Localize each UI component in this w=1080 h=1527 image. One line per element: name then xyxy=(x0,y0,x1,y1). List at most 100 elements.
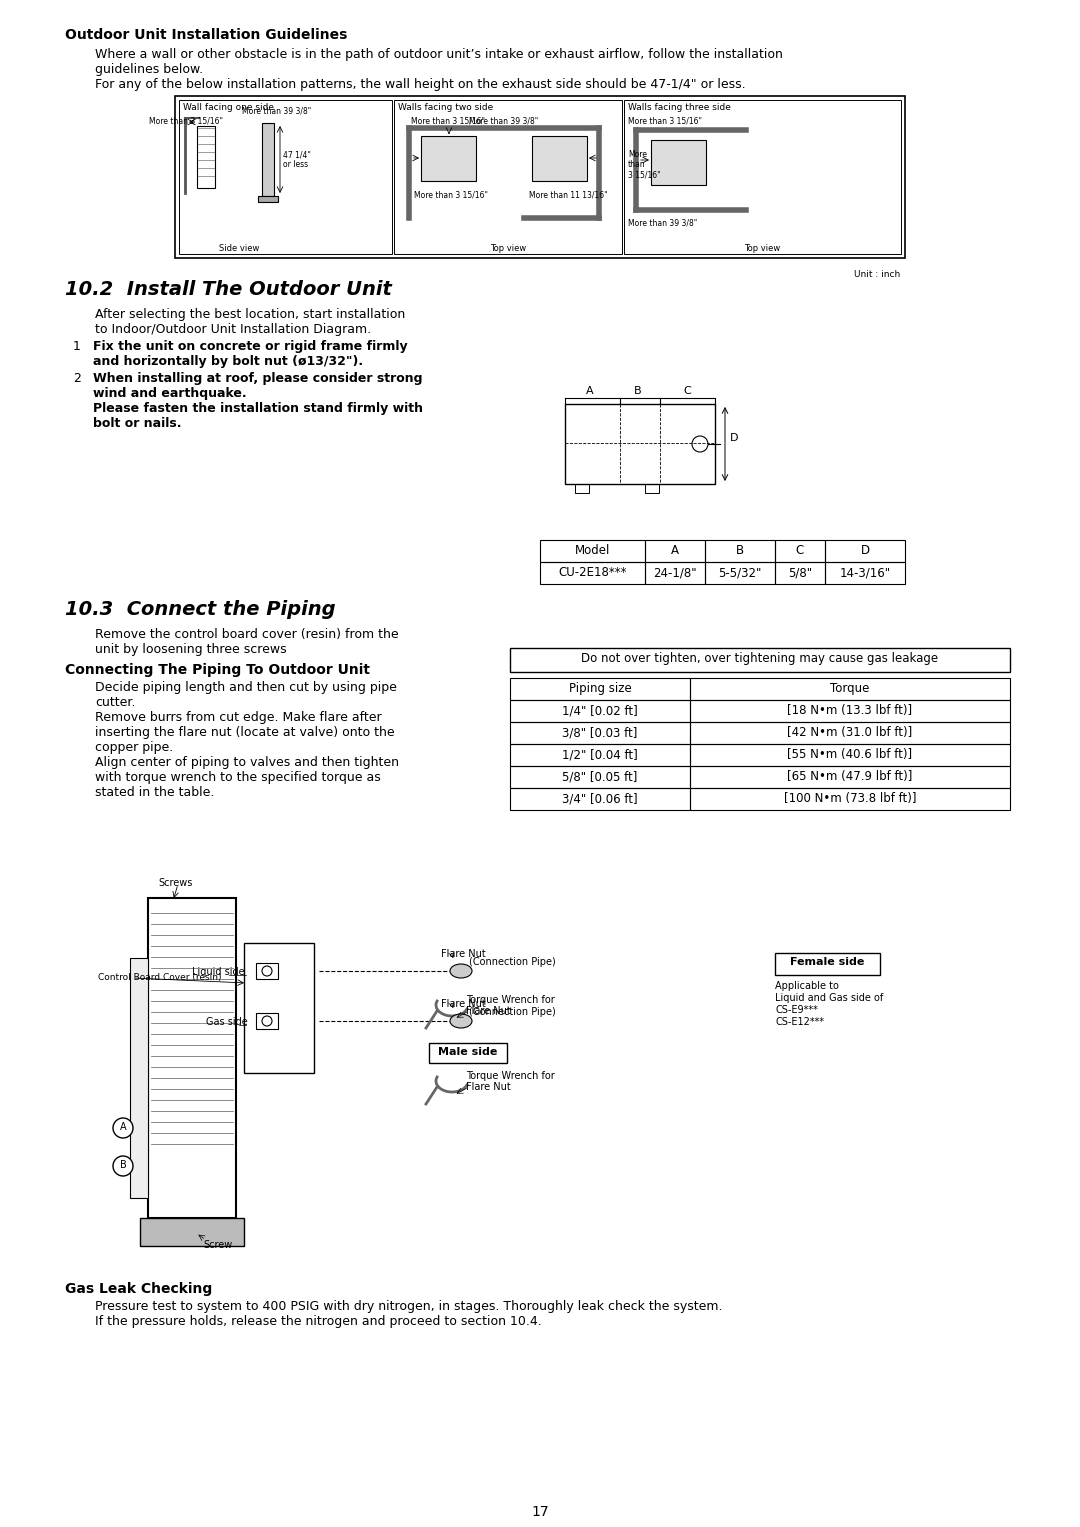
Text: Pressure test to system to 400 PSIG with dry nitrogen, in stages. Thoroughly lea: Pressure test to system to 400 PSIG with… xyxy=(95,1299,723,1313)
Bar xyxy=(645,484,659,493)
Text: After selecting the best location, start installation: After selecting the best location, start… xyxy=(95,308,405,321)
Text: CU-2E18***: CU-2E18*** xyxy=(558,567,626,579)
Ellipse shape xyxy=(450,964,472,977)
Bar xyxy=(690,699,1010,722)
Text: Flare Nut: Flare Nut xyxy=(465,1083,511,1092)
Bar xyxy=(175,96,905,258)
Text: Flare Nut: Flare Nut xyxy=(465,1006,511,1015)
Text: or less: or less xyxy=(283,160,308,169)
Text: 1/4" [0.02 ft]: 1/4" [0.02 ft] xyxy=(562,704,638,718)
Text: 10.3  Connect the Piping: 10.3 Connect the Piping xyxy=(65,600,336,618)
Bar xyxy=(510,647,1010,672)
Text: Applicable to: Applicable to xyxy=(775,980,839,991)
Text: B: B xyxy=(634,386,642,395)
Text: 10.2  Install The Outdoor Unit: 10.2 Install The Outdoor Unit xyxy=(65,279,392,299)
Bar xyxy=(540,541,645,562)
Text: guidelines below.: guidelines below. xyxy=(95,63,203,76)
Bar xyxy=(179,99,392,253)
Text: 14-3/16": 14-3/16" xyxy=(839,567,891,579)
Text: copper pipe.: copper pipe. xyxy=(95,741,173,754)
Bar xyxy=(258,195,278,202)
Text: 5/8" [0.05 ft]: 5/8" [0.05 ft] xyxy=(563,770,637,783)
Text: 2: 2 xyxy=(73,373,81,385)
Text: Screws: Screws xyxy=(158,878,192,889)
Bar xyxy=(429,1043,507,1063)
Text: D: D xyxy=(861,544,869,557)
Text: [55 N•m (40.6 lbf ft)]: [55 N•m (40.6 lbf ft)] xyxy=(787,748,913,760)
Text: D: D xyxy=(730,434,739,443)
Text: Top view: Top view xyxy=(744,244,780,253)
Text: More
than
3 15/16": More than 3 15/16" xyxy=(627,150,661,180)
Bar xyxy=(510,767,690,788)
Text: Gas side: Gas side xyxy=(206,1017,247,1028)
Text: [100 N•m (73.8 lbf ft)]: [100 N•m (73.8 lbf ft)] xyxy=(784,793,916,805)
Bar xyxy=(645,562,705,583)
Text: More than 39 3/8": More than 39 3/8" xyxy=(627,218,698,228)
Text: Piping size: Piping size xyxy=(569,683,632,695)
Text: Please fasten the installation stand firmly with: Please fasten the installation stand fir… xyxy=(93,402,423,415)
Text: 47 1/4": 47 1/4" xyxy=(283,150,311,159)
Text: Remove the control board cover (resin) from the: Remove the control board cover (resin) f… xyxy=(95,628,399,641)
Text: [18 N•m (13.3 lbf ft)]: [18 N•m (13.3 lbf ft)] xyxy=(787,704,913,718)
Text: 5/8": 5/8" xyxy=(788,567,812,579)
Circle shape xyxy=(262,967,272,976)
Bar xyxy=(705,562,775,583)
Text: B: B xyxy=(735,544,744,557)
Text: inserting the flare nut (locate at valve) onto the: inserting the flare nut (locate at valve… xyxy=(95,725,394,739)
Text: More than 3 15/16": More than 3 15/16" xyxy=(149,116,222,125)
Text: cutter.: cutter. xyxy=(95,696,135,709)
Text: 3/4" [0.06 ft]: 3/4" [0.06 ft] xyxy=(563,793,638,805)
Text: A: A xyxy=(120,1122,126,1132)
Text: Torque Wrench for: Torque Wrench for xyxy=(465,996,555,1005)
Text: Liquid side: Liquid side xyxy=(192,967,245,977)
Text: B: B xyxy=(120,1161,126,1170)
Bar xyxy=(540,562,645,583)
Text: A: A xyxy=(586,386,594,395)
Text: Torque: Torque xyxy=(831,683,869,695)
Text: 1: 1 xyxy=(73,341,81,353)
Text: Flare Nut: Flare Nut xyxy=(441,999,486,1009)
Bar xyxy=(705,541,775,562)
Bar xyxy=(825,562,905,583)
Bar xyxy=(690,788,1010,809)
Text: [42 N•m (31.0 lbf ft)]: [42 N•m (31.0 lbf ft)] xyxy=(787,725,913,739)
Bar xyxy=(651,140,706,185)
Text: Female side: Female side xyxy=(789,957,864,967)
Bar xyxy=(690,767,1010,788)
Text: For any of the below installation patterns, the wall height on the exhaust side : For any of the below installation patter… xyxy=(95,78,745,92)
Text: Unit : inch: Unit : inch xyxy=(854,270,900,279)
Text: Walls facing three side: Walls facing three side xyxy=(627,102,731,111)
Bar xyxy=(690,744,1010,767)
Text: Do not over tighten, over tightening may cause gas leakage: Do not over tighten, over tightening may… xyxy=(581,652,939,664)
Text: 24-1/8": 24-1/8" xyxy=(653,567,697,579)
Bar xyxy=(532,136,588,182)
Text: unit by loosening three screws: unit by loosening three screws xyxy=(95,643,286,657)
Bar xyxy=(645,541,705,562)
Bar xyxy=(624,99,901,253)
Bar xyxy=(244,944,314,1073)
Bar xyxy=(510,788,690,809)
Text: Screw: Screw xyxy=(203,1240,232,1251)
Text: Walls facing two side: Walls facing two side xyxy=(399,102,494,111)
Text: Control Board Cover (resin): Control Board Cover (resin) xyxy=(98,973,221,982)
Text: Liquid and Gas side of: Liquid and Gas side of xyxy=(775,993,883,1003)
Bar xyxy=(510,678,690,699)
Text: Connecting The Piping To Outdoor Unit: Connecting The Piping To Outdoor Unit xyxy=(65,663,370,676)
Text: wind and earthquake.: wind and earthquake. xyxy=(93,386,246,400)
Bar xyxy=(825,541,905,562)
Text: stated in the table.: stated in the table. xyxy=(95,786,214,799)
Bar xyxy=(575,484,589,493)
Text: Flare Nut: Flare Nut xyxy=(441,948,486,959)
Circle shape xyxy=(262,1015,272,1026)
Text: bolt or nails.: bolt or nails. xyxy=(93,417,181,431)
Bar xyxy=(510,699,690,722)
Text: 3/8" [0.03 ft]: 3/8" [0.03 ft] xyxy=(563,725,637,739)
Bar xyxy=(565,405,715,484)
Text: Where a wall or other obstacle is in the path of outdoor unit’s intake or exhaus: Where a wall or other obstacle is in the… xyxy=(95,47,783,61)
Text: with torque wrench to the specified torque as: with torque wrench to the specified torq… xyxy=(95,771,381,783)
Text: 1/2" [0.04 ft]: 1/2" [0.04 ft] xyxy=(562,748,638,760)
Text: More than 11 13/16": More than 11 13/16" xyxy=(529,189,608,199)
Text: C: C xyxy=(684,386,691,395)
Bar xyxy=(690,722,1010,744)
Bar xyxy=(256,1012,278,1029)
